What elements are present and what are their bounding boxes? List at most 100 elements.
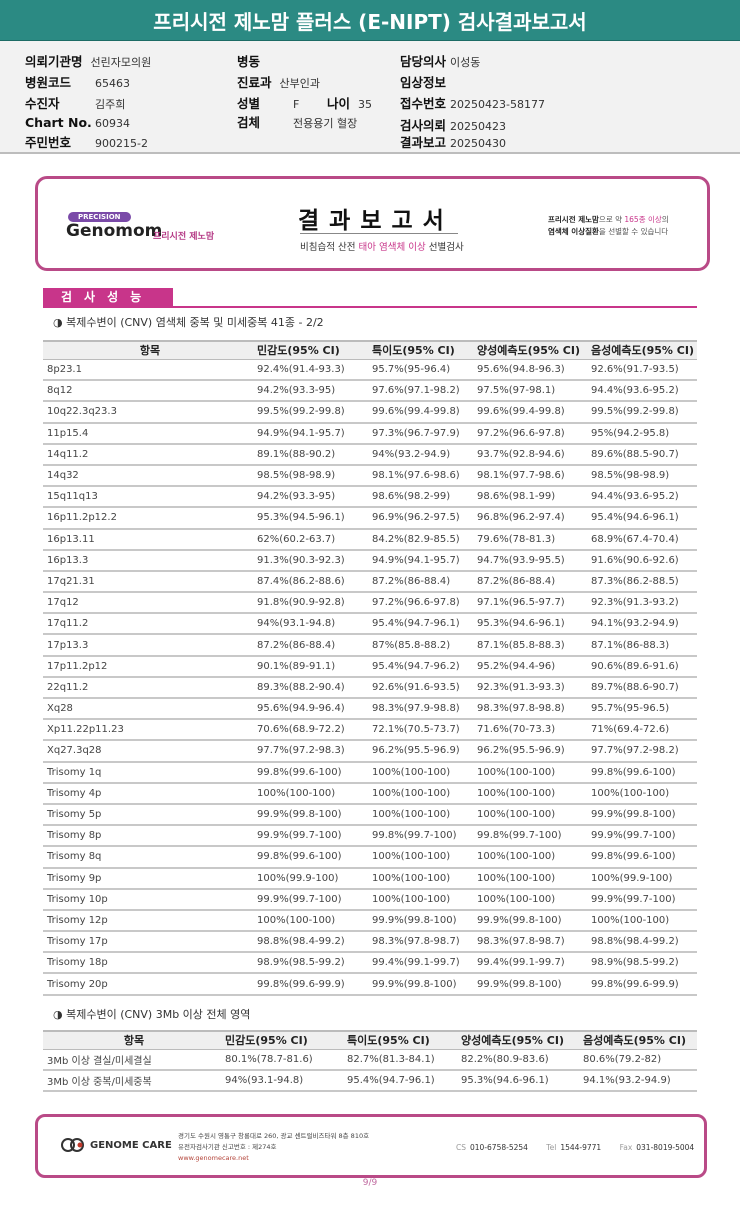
field-value: 35: [358, 98, 373, 111]
row-item-name: Xq28: [43, 698, 253, 721]
row-value: 87%(85.8-88.2): [368, 634, 473, 657]
field-value: F: [293, 98, 300, 111]
field-label: 병원코드: [25, 75, 72, 90]
field-label: 수진자: [25, 96, 60, 111]
field-label: 결과보고: [400, 135, 447, 150]
footer-address: 경기도 수원시 영통구 창룡대로 260, 광교 센트럴비즈타워 8층 810호…: [178, 1131, 369, 1164]
row-value: 97.7%(97.2-98.2): [587, 740, 697, 763]
chart-no-field: Chart No. 60934: [25, 115, 130, 130]
table2-subtitle: ◑ 복제수변이 (CNV) 3Mb 이상 전체 영역: [53, 1008, 251, 1021]
row-value: 97.2%(96.6-97.8): [368, 592, 473, 615]
website-link[interactable]: www.genomecare.net: [178, 1154, 249, 1162]
fax-number: 031-8019-5004: [636, 1143, 695, 1152]
highlight-text: 165종 이상: [624, 215, 662, 224]
row-item-name: Trisomy 18p: [43, 952, 253, 975]
row-value: 98.6%(98.2-99): [368, 486, 473, 509]
row-value: 99.9%(99.7-100): [587, 825, 697, 848]
row-value: 98.5%(98-98.9): [253, 464, 368, 488]
row-value: 100%(100-100): [473, 803, 587, 827]
row-value: 94%(93.2-94.9): [368, 443, 473, 466]
row-value: 82.2%(80.9-83.6): [457, 1049, 579, 1071]
row-item-name: 16p11.2p12.2: [43, 507, 253, 530]
cs-number: 010-6758-5254: [470, 1143, 528, 1152]
text: 을 선별할 수 있습니다: [598, 227, 669, 236]
institution-field: 의뢰기관명 선린자모의원: [25, 51, 151, 70]
row-value: 79.6%(78-81.3): [473, 528, 587, 551]
field-value: 65463: [95, 77, 130, 90]
row-value: 100%(100-100): [368, 846, 473, 869]
row-value: 92.3%(91.3-93.3): [473, 676, 587, 700]
table-row: 10q22.3q23.3 99.5%(99.2-99.8) 99.6%(99.4-9…: [43, 401, 697, 424]
row-value: 95.3%(94.6-96.1): [473, 613, 587, 636]
cs-label: CS: [456, 1143, 466, 1152]
field-label: 검체: [237, 115, 261, 130]
field-value: 20250423: [450, 120, 507, 133]
row-value: 99.5%(99.2-99.8): [587, 401, 697, 424]
row-item-name: 8p23.1: [43, 359, 253, 382]
row-item-name: Trisomy 17p: [43, 931, 253, 954]
row-value: 99.9%(99.7-100): [253, 888, 368, 911]
row-value: 99.8%(99.6-100): [253, 761, 368, 784]
row-value: 92.6%(91.6-93.5): [368, 676, 473, 700]
field-label: 성별: [237, 96, 261, 111]
report-date-field: 결과보고 20250430: [400, 132, 506, 151]
table-row: Trisomy 20p 99.8%(99.6-99.9) 99.9%(99.8-10…: [43, 973, 697, 996]
row-value: 96.2%(95.5-96.9): [368, 740, 473, 763]
field-label: Chart No.: [25, 115, 92, 130]
row-value: 96.8%(96.2-97.4): [473, 507, 587, 530]
row-value: 94.1%(93.2-94.9): [579, 1070, 697, 1092]
table-row: Xp11.22p11.23 70.6%(68.9-72.2) 72.1%(70.5-…: [43, 719, 697, 742]
genomom-logo: Genomom: [66, 221, 163, 241]
row-value: 95.7%(95-96.5): [587, 698, 697, 721]
column-header: 항목: [43, 1030, 221, 1050]
row-value: 94.1%(93.2-94.9): [587, 613, 697, 636]
row-value: 98.8%(98.4-99.2): [253, 931, 368, 954]
row-value: 70.6%(68.9-72.2): [253, 719, 368, 742]
row-value: 98.9%(98.5-99.2): [587, 952, 697, 975]
row-value: 99.9%(99.8-100): [368, 973, 473, 996]
row-item-name: 3Mb 이상 결실/미세결실: [43, 1049, 221, 1071]
divider: [300, 233, 458, 234]
genome-care-logo: GENOME CARE: [60, 1137, 172, 1153]
ward-field: 병동: [237, 51, 268, 70]
table-row: 14q32 98.5%(98-98.9) 98.1%(97.6-98.6) 98.1%…: [43, 464, 697, 488]
text: 의: [661, 215, 669, 224]
row-item-name: 16p13.3: [43, 549, 253, 572]
column-header: 음성예측도(95% CI): [579, 1030, 697, 1050]
table-row: Trisomy 9p 100%(99.9-100) 100%(100-100) 100…: [43, 867, 697, 890]
row-item-name: 10q22.3q23.3: [43, 401, 253, 424]
row-value: 100%(100-100): [473, 867, 587, 890]
row-value: 99.4%(99.1-99.7): [368, 952, 473, 975]
row-value: 80.6%(79.2-82): [579, 1049, 697, 1071]
field-label: 접수번호: [400, 96, 447, 111]
row-value: 97.1%(96.5-97.7): [473, 592, 587, 615]
row-value: 100%(100-100): [587, 782, 697, 805]
field-value: 20250430: [450, 137, 507, 150]
table-row: 17p11.2p12 90.1%(89-91.1) 95.4%(94.7-96.2)…: [43, 655, 697, 678]
row-item-name: Trisomy 8q: [43, 846, 253, 869]
table1-subtitle: ◑ 복제수변이 (CNV) 염색체 중복 및 미세중복 41종 - 2/2: [53, 316, 324, 329]
row-item-name: 17p13.3: [43, 634, 253, 657]
department-field: 진료과 산부인과: [237, 72, 320, 91]
table-row: Trisomy 5p 99.9%(99.8-100) 100%(100-100) 10…: [43, 803, 697, 827]
row-item-name: 17q21.31: [43, 570, 253, 594]
text: 염색체 이상질환: [548, 227, 599, 236]
row-item-name: 17q11.2: [43, 613, 253, 636]
row-value: 89.7%(88.6-90.7): [587, 676, 697, 700]
resident-no-field: 주민번호 900215-2: [25, 132, 148, 151]
row-value: 94%(93.1-94.8): [253, 613, 368, 636]
row-value: 87.1%(85.8-88.3): [473, 634, 587, 657]
row-item-name: 14q11.2: [43, 443, 253, 466]
row-value: 87.2%(86-88.4): [368, 570, 473, 594]
row-value: 100%(100-100): [253, 909, 368, 933]
row-value: 100%(99.9-100): [253, 867, 368, 890]
row-value: 99.9%(99.7-100): [253, 825, 368, 848]
table-row: 11p15.4 94.9%(94.1-95.7) 97.3%(96.7-97.9) 9…: [43, 422, 697, 445]
text: 프리시전 제노맘: [548, 215, 599, 224]
field-value: 선린자모의원: [90, 56, 152, 69]
row-value: 98.1%(97.6-98.6): [368, 464, 473, 488]
column-header: 특이도(95% CI): [368, 340, 473, 360]
section-title: 검사성능: [43, 288, 173, 307]
field-value: 산부인과: [279, 77, 320, 90]
row-value: 98.3%(97.8-98.8): [473, 698, 587, 721]
